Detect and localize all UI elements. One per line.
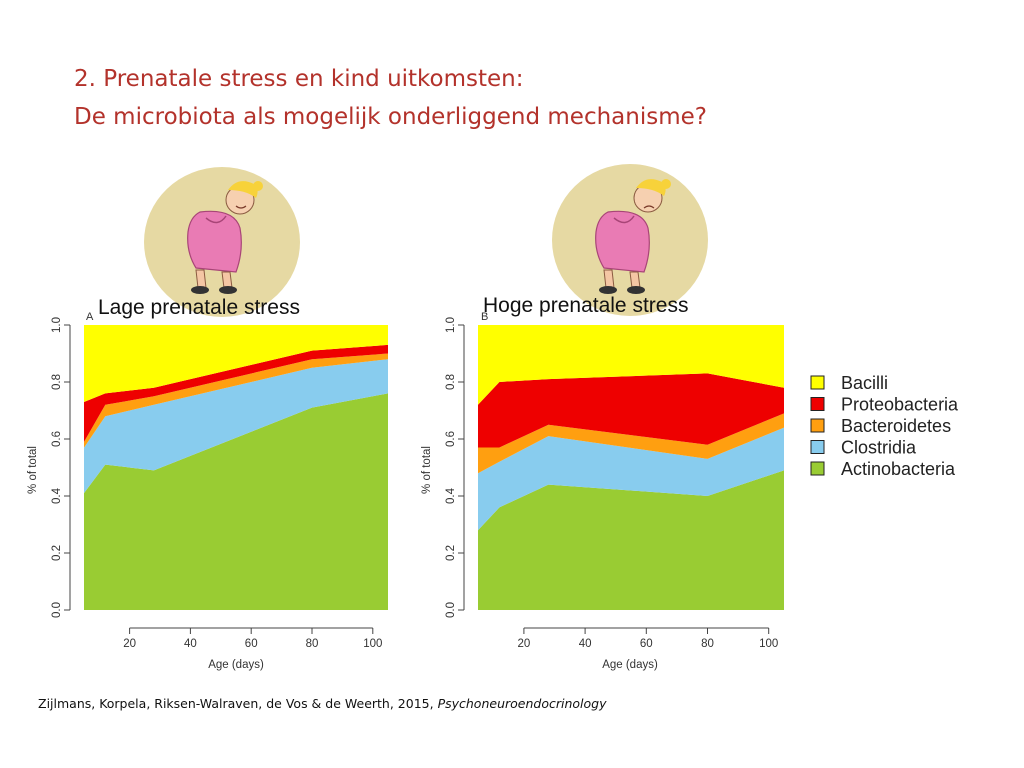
area-series-proteobacteria bbox=[478, 373, 784, 448]
area-series-clostridia bbox=[84, 359, 388, 494]
area-series-group-b bbox=[478, 325, 784, 610]
slide-title: 2. Prenatale stress en kind uitkomsten: … bbox=[74, 60, 707, 136]
y-tick-label: 0.8 bbox=[445, 374, 457, 390]
y-tick-label: 0.8 bbox=[51, 374, 63, 390]
x-tick-label: 20 bbox=[518, 638, 531, 650]
y-tick-label: 0.2 bbox=[445, 545, 457, 561]
citation-journal: Psychoneuroendocrinology bbox=[437, 696, 607, 711]
x-tick-label: 40 bbox=[184, 638, 197, 650]
chart-panel-b: 0.0 0.2 0.4 0.6 0.8 1.0 20 40 60 80 100 B Hoge pre… bbox=[421, 294, 784, 671]
y-tick-label: 0.4 bbox=[51, 487, 63, 504]
area-series-bacteroidetes bbox=[84, 353, 388, 448]
x-tick-label: 80 bbox=[701, 638, 714, 650]
chart-title-a: Lage prenatale stress bbox=[98, 296, 300, 319]
pregnant-woman-stressed-icon bbox=[552, 164, 708, 316]
x-tick-label: 60 bbox=[245, 638, 258, 650]
chart-panel-a: 0.0 0.2 0.4 0.6 0.8 1.0 20 40 60 80 100 A Lage pre… bbox=[27, 296, 388, 671]
y-tick-label: 0.0 bbox=[51, 602, 63, 618]
legend-label-actinobacteria: Actinobacteria bbox=[841, 459, 956, 479]
pregnant-woman-calm-icon bbox=[144, 167, 300, 317]
citation-authors: Zijlmans, Korpela, Riksen-Walraven, de V… bbox=[38, 696, 438, 711]
citation: Zijlmans, Korpela, Riksen-Walraven, de V… bbox=[38, 696, 606, 711]
x-tick-label: 100 bbox=[363, 638, 382, 650]
area-series-bacteroidetes bbox=[478, 413, 784, 474]
axes-a: 0.0 0.2 0.4 0.6 0.8 1.0 20 40 60 80 100 bbox=[51, 317, 382, 650]
x-axis-label-a: Age (days) bbox=[208, 659, 264, 671]
legend-label-proteobacteria: Proteobacteria bbox=[841, 395, 959, 415]
y-tick-label: 0.6 bbox=[51, 431, 63, 447]
legend-label-bacteroidetes: Bacteroidetes bbox=[841, 416, 951, 436]
legend-swatch-bacilli bbox=[810, 375, 825, 390]
x-axis-label-b: Age (days) bbox=[602, 659, 658, 671]
y-tick-label: 0.4 bbox=[445, 487, 457, 504]
x-tick-label: 20 bbox=[123, 638, 136, 650]
legend-label-bacilli: Bacilli bbox=[841, 373, 888, 393]
y-tick-label: 1.0 bbox=[445, 317, 457, 333]
y-tick-label: 0.2 bbox=[51, 545, 63, 561]
x-tick-label: 40 bbox=[579, 638, 592, 650]
area-series-actinobacteria bbox=[478, 470, 784, 610]
area-series-bacilli bbox=[478, 325, 784, 405]
area-series-bacilli bbox=[84, 325, 388, 402]
chart-title-b: Hoge prenatale stress bbox=[483, 294, 688, 317]
y-tick-label: 1.0 bbox=[51, 317, 63, 333]
y-tick-label: 0.6 bbox=[445, 431, 457, 447]
legend-swatch-actinobacteria bbox=[810, 461, 825, 476]
area-series-group-a bbox=[84, 325, 388, 610]
legend-label-clostridia: Clostridia bbox=[841, 438, 917, 458]
x-tick-label: 80 bbox=[306, 638, 319, 650]
legend-swatch-clostridia bbox=[810, 440, 825, 454]
area-series-actinobacteria bbox=[84, 393, 388, 610]
y-tick-label: 0.0 bbox=[445, 602, 457, 618]
y-axis-label-a: % of total bbox=[27, 446, 39, 494]
legend-swatch-bacteroidetes bbox=[810, 418, 825, 433]
legend-swatch-proteobacteria bbox=[810, 397, 825, 411]
area-series-clostridia bbox=[478, 427, 784, 531]
panel-letter-a: A bbox=[86, 311, 94, 323]
axes-b: 0.0 0.2 0.4 0.6 0.8 1.0 20 40 60 80 100 bbox=[445, 317, 778, 650]
slide-title-line-1: 2. Prenatale stress en kind uitkomsten: bbox=[74, 66, 524, 92]
x-tick-label: 100 bbox=[759, 638, 778, 650]
slide-title-line-2: De microbiota als mogelijk onderliggend … bbox=[74, 104, 707, 130]
panel-letter-b: B bbox=[481, 311, 488, 323]
legend: BacilliProteobacteriaBacteroidetesClostr… bbox=[810, 373, 959, 479]
y-axis-label-b: % of total bbox=[421, 446, 433, 494]
x-tick-label: 60 bbox=[640, 638, 653, 650]
area-series-proteobacteria bbox=[84, 344, 388, 442]
